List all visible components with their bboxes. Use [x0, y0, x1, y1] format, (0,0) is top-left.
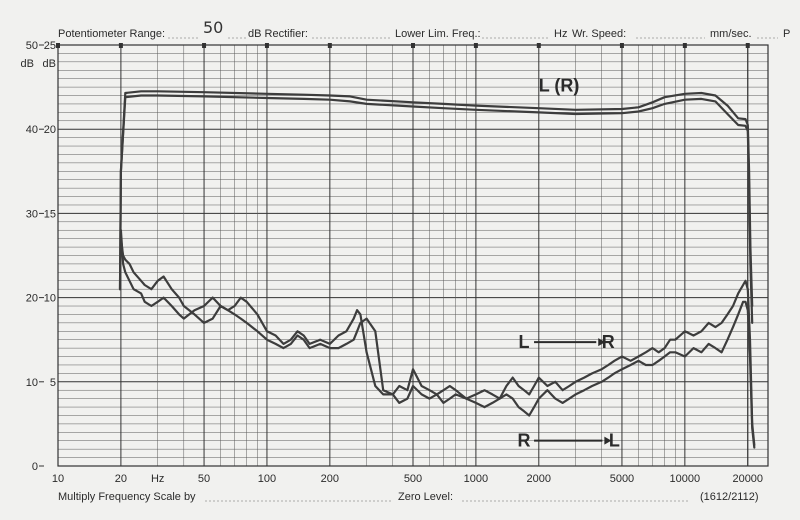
arrow-head [604, 436, 612, 445]
plot-frame [57, 44, 769, 467]
y-left-tick-label: 10 [26, 377, 38, 389]
x-tick-label: 200 [321, 473, 339, 485]
chart-axes: 10 20 50 100 200 500 1000 2000 5000 10000 20000 Hz 0… [21, 40, 764, 485]
response-trace-2 [118, 94, 754, 324]
x-tick-label: 20 [115, 473, 127, 485]
chart-annotations: L (R) L R R L [518, 75, 620, 450]
lower-limit-frequency-label: Lower Lim. Freq.: [395, 28, 481, 40]
x-tick-label: 100 [258, 473, 276, 485]
p-label: P [783, 28, 790, 40]
x-axis-label: Hz [151, 473, 164, 485]
y-left-tick-label: 0 [32, 461, 38, 473]
potentiometer-range-label: Potentiometer Range: [58, 28, 165, 40]
curve-annotation: R [518, 431, 531, 451]
y-right-unit-label: dB [43, 58, 56, 70]
curve-annotation: L [519, 332, 530, 352]
response-trace-4 [119, 237, 756, 449]
y-right-tick-label: 5 [50, 377, 56, 389]
curve-annotation: L [609, 431, 620, 451]
hz-label: Hz [554, 28, 567, 40]
y-left-tick-label: 50 [26, 40, 38, 52]
x-tick-label: 10000 [670, 473, 701, 485]
y-right-tick-label: 25 [44, 40, 56, 52]
writing-speed-label: Wr. Speed: [572, 28, 626, 40]
x-tick-label: 1000 [464, 473, 488, 485]
curve-annotation: R [602, 332, 615, 352]
db-rectifier-label: dB Rectifier: [248, 28, 308, 40]
form-number: (1612/2112) [700, 491, 759, 503]
zero-level-label: Zero Level: [398, 491, 453, 503]
arrow-head [598, 338, 606, 347]
x-tick-label: 2000 [527, 473, 551, 485]
chart-traces [118, 90, 756, 449]
chart-header: Potentiometer Range: 50 dB Rectifier: Lo… [58, 18, 790, 40]
y-left-unit-label: dB [21, 58, 34, 70]
speed-unit-label: mm/sec. [710, 28, 752, 40]
y-right-tick-label: 10 [44, 293, 56, 305]
y-right-tick-label: 15 [44, 208, 56, 220]
y-right-tick-label: 20 [44, 124, 56, 136]
potentiometer-range-value: 50 [203, 18, 223, 37]
response-trace-3 [119, 229, 756, 446]
multiply-frequency-label: Multiply Frequency Scale by [58, 491, 196, 503]
y-left-tick-label: 40 [26, 124, 38, 136]
response-trace-1 [118, 90, 754, 308]
chart-grid [56, 43, 769, 467]
x-tick-label: 500 [404, 473, 422, 485]
y-left-tick-label: 20 [26, 293, 38, 305]
y-left-tick-label: 30 [26, 208, 38, 220]
x-tick-label: 50 [198, 473, 210, 485]
x-tick-label: 5000 [610, 473, 634, 485]
x-tick-label: 10 [52, 473, 64, 485]
x-tick-label: 20000 [732, 473, 763, 485]
chart-footer: Multiply Frequency Scale by Zero Level: … [58, 491, 759, 503]
curve-annotation: L (R) [539, 75, 580, 95]
